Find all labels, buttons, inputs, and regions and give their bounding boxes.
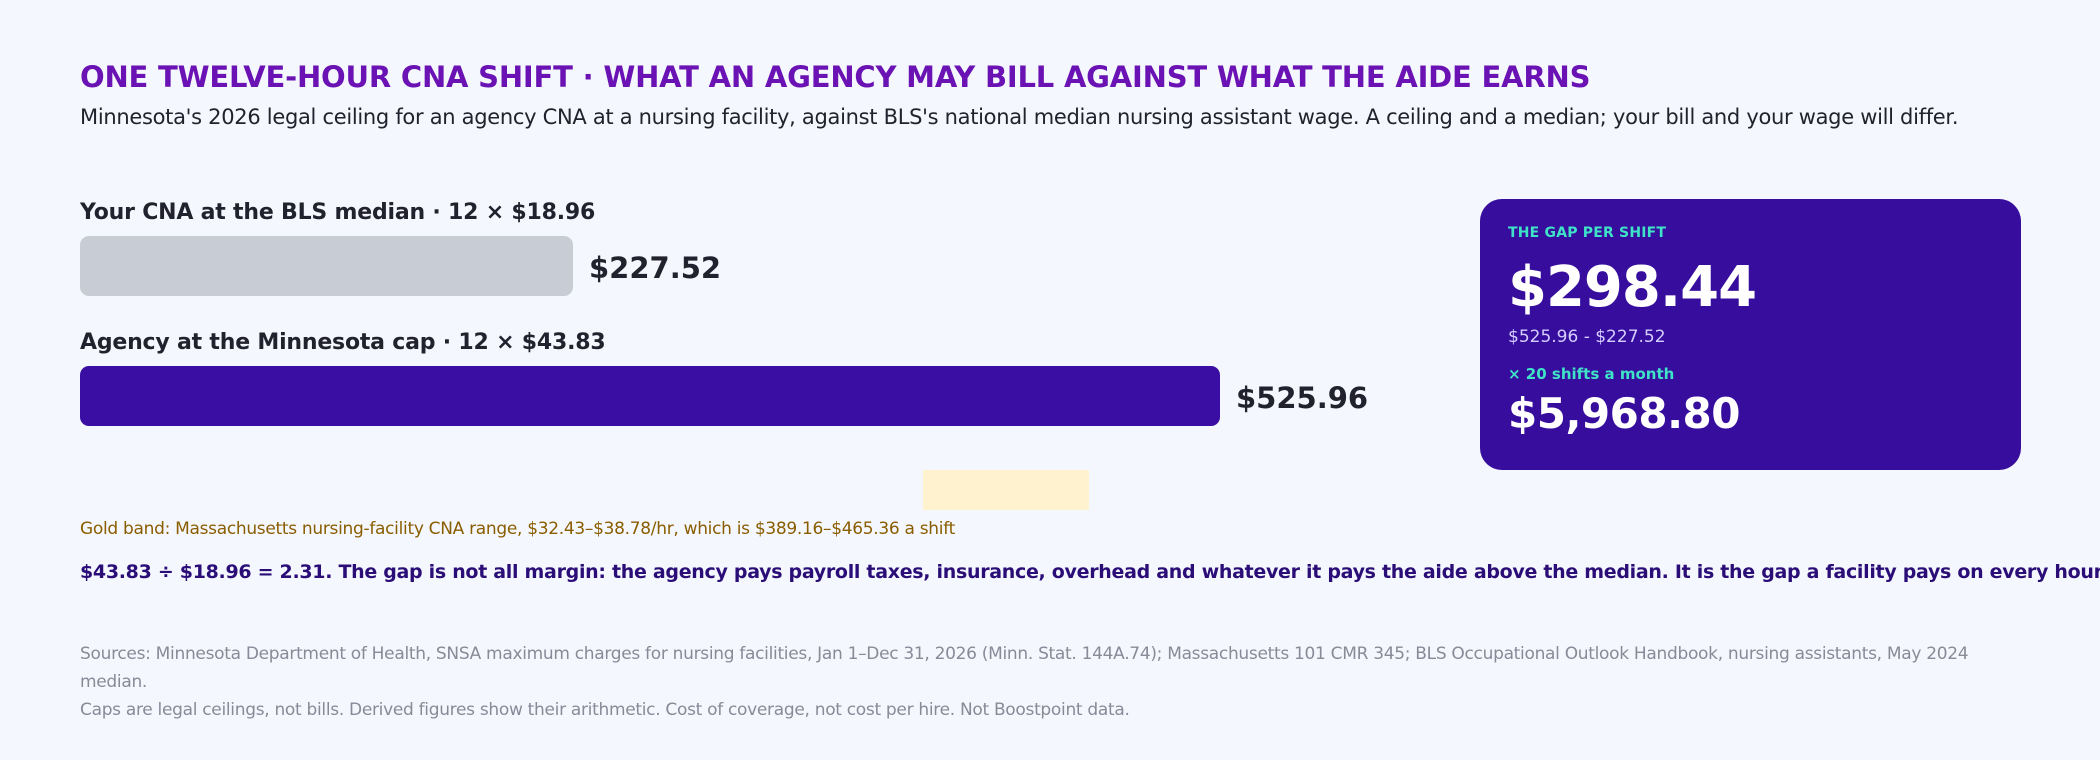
sources-note: Sources: Minnesota Department of Health,… bbox=[80, 640, 2040, 724]
gap-formula: $525.96 - $227.52 bbox=[1508, 327, 1666, 347]
sources-line-2: Caps are legal ceilings, not bills. Deri… bbox=[80, 700, 1130, 720]
ratio-note: $43.83 ÷ $18.96 = 2.31. The gap is not a… bbox=[80, 561, 2100, 583]
band-note: Gold band: Massachusetts nursing-facilit… bbox=[80, 519, 955, 539]
bar-0 bbox=[80, 236, 573, 296]
reference-band-massachusetts bbox=[923, 470, 1089, 510]
gap-kicker: THE GAP PER SHIFT bbox=[1508, 225, 1667, 241]
bar-value-label-0: $227.52 bbox=[589, 251, 722, 285]
bar-value-label-1: $525.96 bbox=[1236, 381, 1369, 415]
chart-subtitle: Minnesota's 2026 legal ceiling for an ag… bbox=[80, 105, 1959, 129]
bar-label-0: Your CNA at the BLS median · 12 × $18.96 bbox=[80, 200, 596, 225]
gap-card: THE GAP PER SHIFT $298.44 $525.96 - $227… bbox=[1480, 199, 2021, 470]
sources-line-1: Sources: Minnesota Department of Health,… bbox=[80, 644, 1969, 692]
bar-1 bbox=[80, 366, 1220, 426]
gap-multiplier: × 20 shifts a month bbox=[1508, 365, 1675, 383]
chart-title: ONE TWELVE-HOUR CNA SHIFT · WHAT AN AGEN… bbox=[80, 60, 1591, 94]
gap-per-shift-value: $298.44 bbox=[1508, 255, 1757, 320]
gap-monthly-value: $5,968.80 bbox=[1508, 389, 1740, 438]
bar-label-1: Agency at the Minnesota cap · 12 × $43.8… bbox=[80, 330, 606, 355]
